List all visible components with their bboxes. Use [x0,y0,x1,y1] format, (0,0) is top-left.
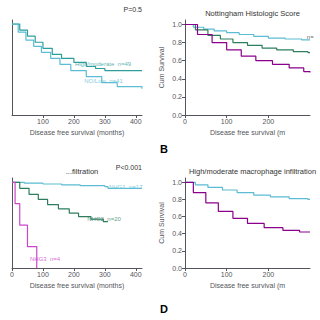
svg-text:100: 100 [221,118,233,125]
svg-text:0.6: 0.6 [172,57,182,64]
svg-text:0: 0 [183,271,187,278]
svg-text:D: D [160,303,168,315]
svg-text:0.8: 0.8 [172,196,182,203]
svg-text:1.0: 1.0 [172,179,182,186]
svg-text:NHG3 n=4: NHG3 n=4 [30,256,61,262]
svg-text:400: 400 [130,118,142,125]
svg-text:200: 200 [68,118,80,125]
svg-text:Cum Survival: Cum Survival [158,202,165,244]
svg-text:300: 300 [99,271,111,278]
svg-text:0.2: 0.2 [172,93,182,100]
svg-text:Disease free survival (months): Disease free survival (months) [30,282,125,290]
svg-text:Nottingham Histologic Score: Nottingham Histologic Score [205,9,300,18]
svg-text:B: B [160,143,168,155]
svg-text:0: 0 [183,118,187,125]
svg-text:0.6: 0.6 [172,213,182,220]
svg-text:100: 100 [37,118,49,125]
svg-text:NHG2 n=20: NHG2 n=20 [87,216,121,223]
svg-text:200: 200 [262,271,274,278]
svg-text:Cum Survival: Cum Survival [158,46,165,88]
svg-text:0.0: 0.0 [172,112,182,119]
svg-text:300: 300 [99,118,111,125]
svg-text:Disease free survival (m: Disease free survival (m [210,129,285,137]
svg-text:0.0: 0.0 [172,265,182,272]
svg-text:High/moderate n=49: High/moderate n=49 [74,61,132,68]
svg-text:0: 0 [10,271,14,278]
svg-text:100: 100 [37,271,49,278]
svg-text:0.4: 0.4 [172,75,182,82]
svg-text:NO/Low n=41: NO/Low n=41 [84,77,123,84]
svg-text:NHG1 n=17: NHG1 n=17 [109,183,143,190]
svg-text:0.2: 0.2 [172,247,182,254]
svg-text:0.8: 0.8 [172,39,182,46]
svg-text:n=: n= [307,34,314,40]
svg-text:...filtration: ...filtration [66,167,99,176]
svg-text:0.4: 0.4 [172,230,182,237]
svg-text:High/moderate macrophage infil: High/moderate macrophage infiltration [189,167,316,176]
svg-text:Disease free survival (m: Disease free survival (m [210,282,285,290]
svg-text:1.0: 1.0 [172,21,182,28]
svg-text:P<0.001: P<0.001 [116,164,142,171]
svg-text:200: 200 [68,271,80,278]
svg-text:P=0.5: P=0.5 [124,6,143,13]
svg-text:200: 200 [262,118,274,125]
svg-text:400: 400 [130,271,142,278]
svg-text:Disease free survival (months): Disease free survival (months) [30,129,125,137]
svg-text:100: 100 [221,271,233,278]
